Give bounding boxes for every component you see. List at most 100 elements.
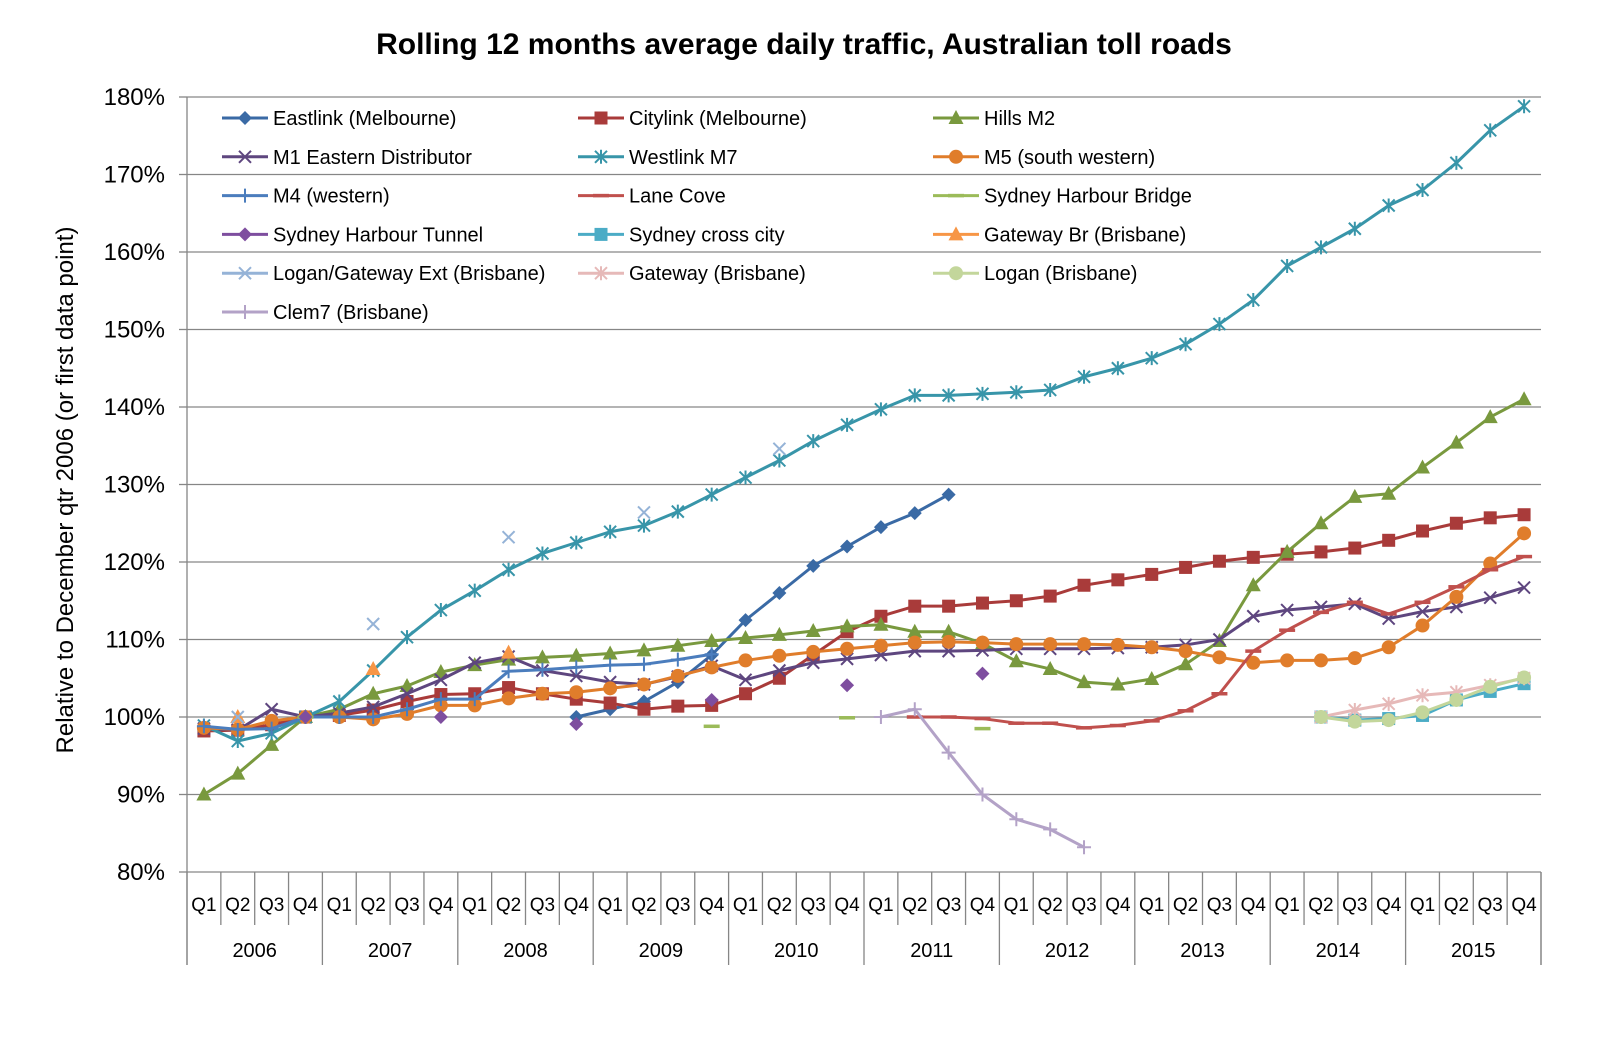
data-point (636, 677, 651, 692)
data-point (603, 658, 618, 673)
data-point (1179, 560, 1193, 574)
data-point (1415, 688, 1430, 703)
data-point (1313, 515, 1329, 530)
series-line (203, 105, 1525, 743)
legend-item: Lane Cove (578, 186, 726, 208)
data-point (231, 710, 245, 724)
series-0 (569, 487, 956, 724)
data-point (1448, 585, 1465, 589)
data-point (670, 668, 685, 683)
data-point (1144, 671, 1160, 686)
x-year-label: 2015 (1451, 940, 1496, 962)
legend-label: M1 Eastern Distributor (273, 147, 472, 169)
data-point (1145, 567, 1159, 581)
data-point (1279, 628, 1296, 632)
x-tick-label: Q1 (733, 895, 758, 916)
series-4 (197, 99, 1531, 749)
data-point (1009, 385, 1024, 400)
data-point (1211, 692, 1228, 696)
data-point (366, 617, 380, 631)
data-point (671, 504, 685, 519)
data-point (873, 616, 889, 631)
data-point (1483, 590, 1497, 605)
data-point (840, 652, 854, 666)
legend-item: Eastlink (Melbourne) (222, 108, 456, 130)
x-year-label: 2011 (910, 940, 953, 962)
series-9 (298, 666, 990, 731)
x-tick-label: Q3 (394, 895, 419, 916)
data-point (1178, 644, 1193, 659)
series-line (203, 532, 1526, 731)
legend-item: Gateway Br (Brisbane) (933, 224, 1186, 246)
data-point (1009, 637, 1024, 652)
data-point (468, 583, 482, 598)
data-point (230, 722, 245, 737)
data-point (1077, 369, 1091, 384)
x-tick-label: Q2 (496, 895, 521, 916)
legend-label: Hills M2 (984, 108, 1055, 130)
series-14 (1313, 670, 1532, 729)
data-point (704, 633, 720, 648)
legend-swatch-marker (238, 150, 252, 164)
legend-swatch-marker (949, 149, 963, 164)
legend-label: M4 (western) (273, 186, 390, 208)
data-point (670, 652, 685, 667)
data-point (637, 518, 651, 533)
data-point (975, 787, 990, 802)
data-point (1381, 485, 1397, 500)
data-point (1109, 723, 1126, 728)
data-point (264, 736, 280, 751)
x-tick-label: Q2 (902, 895, 927, 916)
data-point (535, 686, 550, 701)
x-year-label: 2012 (1045, 940, 1090, 962)
data-point (568, 647, 584, 662)
data-point (1143, 719, 1160, 723)
data-point (434, 603, 448, 618)
x-tick-label: Q4 (564, 895, 590, 916)
x-tick-label: Q1 (1410, 895, 1435, 916)
grid (187, 96, 1541, 873)
data-point (1009, 812, 1024, 827)
data-point (1415, 618, 1430, 633)
data-point (975, 596, 989, 610)
data-point (1145, 351, 1159, 366)
data-point (840, 417, 854, 432)
legend-swatch-marker (948, 226, 964, 241)
y-tick-label: 80% (117, 859, 165, 886)
data-point (1212, 632, 1227, 647)
data-point (433, 710, 448, 724)
data-point (1279, 543, 1295, 558)
data-point (400, 687, 414, 701)
data-point (1347, 651, 1362, 666)
data-point (1042, 660, 1058, 675)
data-point (468, 656, 482, 670)
x-tick-label: Q3 (665, 895, 690, 916)
series-line (203, 586, 1525, 732)
data-point (1381, 640, 1396, 655)
series-line (203, 652, 712, 731)
legend-item: Sydney Harbour Bridge (933, 186, 1192, 208)
legend-swatch-marker (594, 149, 608, 164)
data-point (1111, 573, 1125, 587)
legend-swatch-marker (594, 111, 608, 125)
y-tick-label: 150% (104, 317, 165, 344)
data-point (772, 453, 787, 468)
data-point (907, 702, 922, 717)
x-tick-label: Q2 (767, 895, 792, 916)
y-tick-label: 140% (104, 394, 165, 421)
data-point (603, 696, 617, 710)
x-year-label: 2014 (1316, 940, 1361, 962)
data-point (332, 694, 347, 709)
axes: 80% 90% 100% 110% 120% 130% 140% 150% 160% 170% 18… (104, 84, 1542, 965)
x-tick-label: Q3 (259, 895, 284, 916)
data-point (1516, 554, 1533, 559)
data-point (1076, 726, 1093, 730)
data-point (1110, 637, 1125, 652)
legend-swatch-marker (238, 111, 252, 125)
x-tick-label: Q1 (1004, 895, 1029, 916)
data-point (975, 386, 990, 401)
legend-item: Sydney cross city (578, 224, 785, 246)
data-point (1381, 713, 1396, 728)
data-point (1346, 600, 1363, 605)
